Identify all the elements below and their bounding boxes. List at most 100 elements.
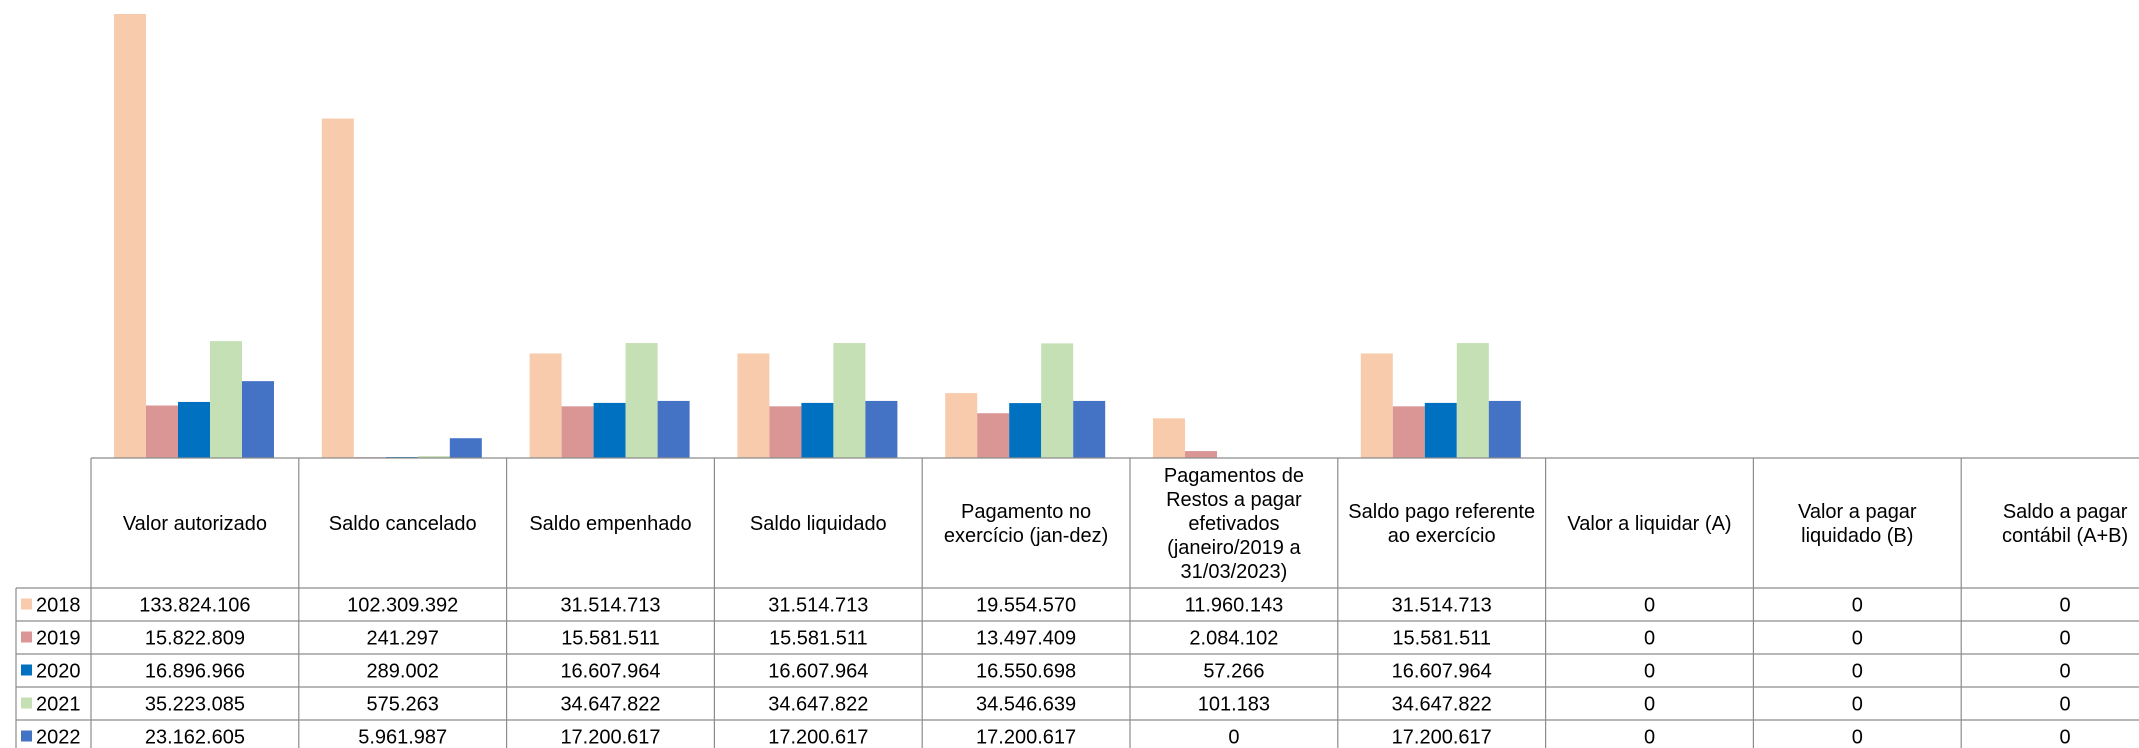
data-label-2019-saldo-cancelado: 241.297 — [367, 628, 439, 650]
bar-2021-saldo-liquidado — [833, 343, 866, 458]
category-label-pagamento-no-exercicio-jan-dez: Pagamento no exercício (jan-dez) — [944, 501, 1109, 547]
category-label-line: Pagamento no — [961, 501, 1091, 523]
data-label-2019-pagamentos-de-restos-a-pagar-efetivados-janeiro-2019-a-31-03-2023: 2.084.102 — [1189, 628, 1278, 650]
bar-2018-pagamentos-de-restos-a-pagar-efetivados-janeiro-2019-a-31-03-2023 — [1153, 418, 1185, 458]
category-label-valor-autorizado: Valor autorizado — [123, 513, 267, 535]
data-label-2021-pagamentos-de-restos-a-pagar-efetivados-janeiro-2019-a-31-03-2023: 101.183 — [1198, 694, 1270, 716]
data-label-2018-valor-autorizado: 133.824.106 — [139, 595, 250, 617]
category-label-saldo-pago-referente-ao-exercicio: Saldo pago referente ao exercício — [1348, 501, 1535, 547]
data-label-2019-saldo-empenhado: 15.581.511 — [561, 628, 660, 650]
bar-2019-pagamento-no-exercicio-jan-dez — [977, 413, 1010, 458]
category-label-line: 31/03/2023) — [1181, 561, 1288, 583]
bar-2020-saldo-pago-referente-ao-exercicio — [1424, 402, 1457, 458]
bar-2022-saldo-liquidado — [865, 400, 898, 458]
data-label-2019-saldo-pago-referente-ao-exercicio: 15.581.511 — [1392, 628, 1491, 650]
data-label-2021-pagamento-no-exercicio-jan-dez: 34.546.639 — [976, 694, 1076, 716]
category-label-line: Valor autorizado — [123, 513, 267, 535]
legend-label-2021: 2021 — [36, 694, 81, 716]
category-label-line: Saldo liquidado — [750, 513, 887, 535]
data-label-2021-saldo-pago-referente-ao-exercicio: 34.647.822 — [1392, 694, 1492, 716]
category-label-line: contábil (A+B) — [2002, 525, 2128, 547]
data-label-2021-valor-autorizado: 35.223.085 — [145, 694, 245, 716]
bar-2020-valor-autorizado — [178, 401, 210, 458]
bar-2019-saldo-empenhado — [561, 406, 594, 458]
bar-2018-saldo-empenhado — [529, 353, 562, 458]
bars-layer — [114, 14, 1521, 458]
bar-2021-saldo-pago-referente-ao-exercicio — [1456, 343, 1489, 458]
data-label-2018-valor-a-pagar-liquidado-b: 0 — [1852, 595, 1863, 617]
bar-2021-saldo-empenhado — [625, 343, 658, 458]
data-label-2020-saldo-cancelado: 289.002 — [367, 661, 439, 683]
data-label-2022-saldo-pago-referente-ao-exercicio: 17.200.617 — [1392, 727, 1492, 748]
data-label-2018-saldo-a-pagar-contabil-a-b: 0 — [2060, 595, 2071, 617]
bar-2018-saldo-liquidado — [737, 353, 770, 458]
bar-2019-saldo-liquidado — [769, 406, 802, 458]
data-label-2020-valor-a-liquidar-a: 0 — [1644, 661, 1655, 683]
category-label-line: efetivados — [1188, 513, 1279, 535]
bar-2018-saldo-pago-referente-ao-exercicio — [1360, 353, 1393, 458]
data-label-2020-saldo-a-pagar-contabil-a-b: 0 — [2060, 661, 2071, 683]
legend-label-2022: 2022 — [36, 727, 81, 748]
data-label-2022-valor-a-pagar-liquidado-b: 0 — [1852, 727, 1863, 748]
data-label-2018-saldo-pago-referente-ao-exercicio: 31.514.713 — [1392, 595, 1492, 617]
category-label-valor-a-pagar-liquidado-b: Valor a pagar liquidado (B) — [1798, 501, 1917, 547]
data-label-2021-valor-a-liquidar-a: 0 — [1644, 694, 1655, 716]
category-label-line: Saldo a pagar — [2003, 501, 2128, 523]
bar-2018-saldo-cancelado — [321, 118, 354, 458]
bar-2022-saldo-cancelado — [449, 438, 482, 458]
bar-2020-pagamento-no-exercicio-jan-dez — [1009, 403, 1042, 458]
bar-2019-pagamentos-de-restos-a-pagar-efetivados-janeiro-2019-a-31-03-2023 — [1185, 451, 1217, 458]
data-label-2020-valor-autorizado: 16.896.966 — [145, 661, 245, 683]
category-label-line: exercício (jan-dez) — [944, 525, 1109, 547]
data-label-2018-pagamentos-de-restos-a-pagar-efetivados-janeiro-2019-a-31-03-2023: 11.960.143 — [1185, 595, 1284, 617]
data-label-2019-valor-a-pagar-liquidado-b: 0 — [1852, 628, 1863, 650]
data-label-2019-saldo-a-pagar-contabil-a-b: 0 — [2060, 628, 2071, 650]
data-label-2020-valor-a-pagar-liquidado-b: 0 — [1852, 661, 1863, 683]
category-label-saldo-empenhado: Saldo empenhado — [529, 513, 691, 535]
category-label-line: Saldo empenhado — [529, 513, 691, 535]
data-label-2022-valor-autorizado: 23.162.605 — [145, 727, 245, 748]
legend-key-2019 — [21, 631, 32, 643]
data-label-2021-valor-a-pagar-liquidado-b: 0 — [1852, 694, 1863, 716]
data-label-2018-saldo-liquidado: 31.514.713 — [768, 595, 868, 617]
category-label-line: Saldo cancelado — [329, 513, 477, 535]
data-label-2022-saldo-a-pagar-contabil-a-b: 0 — [2060, 727, 2071, 748]
data-label-2022-saldo-cancelado: 5.961.987 — [358, 727, 447, 748]
legend-key-2021 — [21, 697, 32, 709]
bar-2018-pagamento-no-exercicio-jan-dez — [945, 393, 978, 458]
bar-2022-saldo-empenhado — [657, 400, 690, 458]
category-label-line: Pagamentos de — [1164, 465, 1304, 487]
bar-2018-valor-autorizado — [114, 14, 146, 458]
data-label-2018-saldo-cancelado: 102.309.392 — [347, 595, 458, 617]
bar-2020-saldo-liquidado — [801, 402, 834, 458]
data-label-2022-saldo-empenhado: 17.200.617 — [560, 727, 660, 748]
category-label-line: Restos a pagar — [1166, 489, 1302, 511]
category-label-line: Valor a liquidar (A) — [1567, 513, 1731, 535]
data-label-2020-saldo-pago-referente-ao-exercicio: 16.607.964 — [1392, 661, 1492, 683]
data-label-2019-saldo-liquidado: 15.581.511 — [769, 628, 868, 650]
category-label-pagamentos-de-restos-a-pagar-efetivados-janeiro-2019-a-31-03-2023: Pagamentos de Restos a pagar efetivados (ja… — [1164, 465, 1304, 583]
category-label-valor-a-liquidar-a: Valor a liquidar (A) — [1567, 513, 1731, 535]
bar-2021-saldo-cancelado — [417, 456, 450, 458]
category-label-saldo-cancelado: Saldo cancelado — [329, 513, 477, 535]
data-label-2018-saldo-empenhado: 31.514.713 — [560, 595, 660, 617]
data-table: Valor autorizado Saldo cancelado Saldo emp… — [15, 457, 2139, 748]
data-label-2018-valor-a-liquidar-a: 0 — [1644, 595, 1655, 617]
data-label-2021-saldo-empenhado: 34.647.822 — [560, 694, 660, 716]
category-label-line: Saldo pago referente — [1348, 501, 1535, 523]
legend-key-2022 — [21, 730, 32, 742]
bar-2020-saldo-empenhado — [593, 402, 626, 458]
legend-label-2019: 2019 — [36, 628, 81, 650]
data-label-2019-valor-autorizado: 15.822.809 — [145, 628, 245, 650]
data-label-2020-pagamento-no-exercicio-jan-dez: 16.550.698 — [976, 661, 1076, 683]
data-label-2022-pagamento-no-exercicio-jan-dez: 17.200.617 — [976, 727, 1076, 748]
category-label-line: ao exercício — [1388, 525, 1496, 547]
bar-2022-saldo-pago-referente-ao-exercicio — [1488, 400, 1521, 458]
bar-2021-valor-autorizado — [210, 341, 242, 458]
legend-key-2018 — [21, 598, 32, 610]
legend-label-2020: 2020 — [36, 661, 81, 683]
data-label-2022-pagamentos-de-restos-a-pagar-efetivados-janeiro-2019-a-31-03-2023: 0 — [1228, 727, 1239, 748]
bar-2019-saldo-pago-referente-ao-exercicio — [1392, 406, 1425, 458]
legend-label-2018: 2018 — [36, 595, 81, 617]
bar-2022-pagamento-no-exercicio-jan-dez — [1073, 400, 1106, 458]
